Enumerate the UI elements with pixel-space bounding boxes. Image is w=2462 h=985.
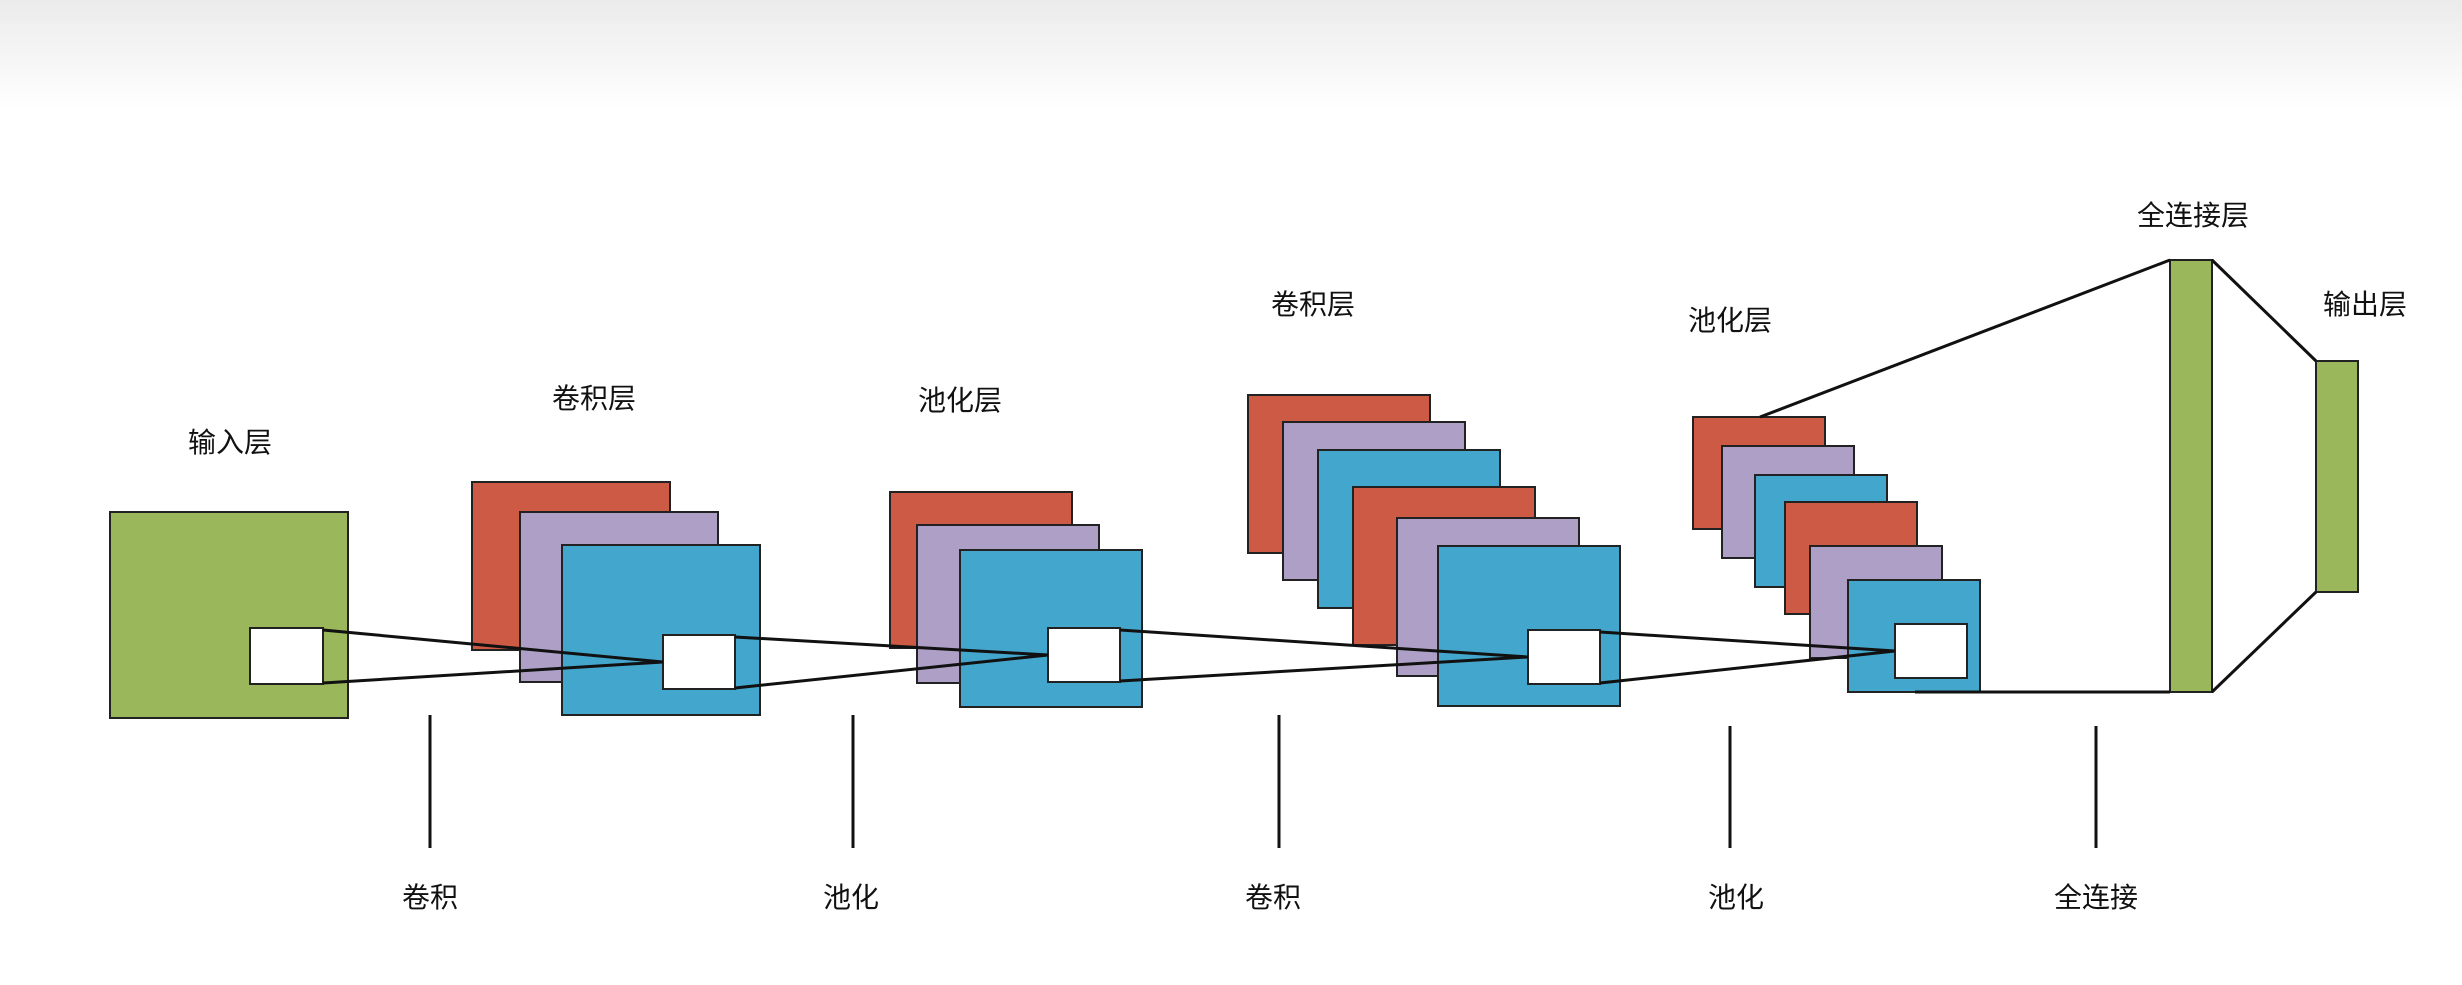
connect-input-conv1-bottom xyxy=(322,660,664,685)
label-op-fc: 全连接 xyxy=(2054,881,2138,914)
fc-layer-bar xyxy=(2169,259,2213,693)
connect-pool1-conv2-bottom xyxy=(1119,655,1529,683)
output-layer-bar xyxy=(2315,360,2359,593)
input-layer xyxy=(109,511,349,719)
connect-conv1-pool1-top xyxy=(734,635,1049,657)
top-gradient-band xyxy=(0,0,2462,110)
connect-fc-output-top xyxy=(2210,258,2318,363)
receptive-field-connections xyxy=(322,258,2318,694)
connect-pool2-fc-top xyxy=(1759,258,2171,419)
connect-conv1-pool1-bottom xyxy=(734,653,1049,690)
operation-ticks xyxy=(428,715,2098,848)
label-pool2-layer: 池化层 xyxy=(1688,304,1772,337)
pool1-feature-maps xyxy=(889,491,1143,708)
pool1-window xyxy=(1047,627,1121,683)
label-input-layer: 输入层 xyxy=(188,426,272,459)
label-op-conv2: 卷积 xyxy=(1245,881,1301,914)
conv1-window xyxy=(662,634,736,690)
label-op-pool2: 池化 xyxy=(1708,881,1764,914)
input-receptive-window xyxy=(249,627,324,685)
conv2-feature-maps xyxy=(1247,394,1621,707)
conv2-window xyxy=(1527,629,1601,685)
pool2-feature-maps xyxy=(1692,416,1981,693)
connect-fc-output-bottom xyxy=(2210,590,2318,694)
label-op-conv1: 卷积 xyxy=(402,881,458,914)
connect-conv2-pool2-bottom xyxy=(1599,649,1896,685)
connect-pool1-conv2-top xyxy=(1119,628,1529,659)
pool2-window xyxy=(1894,623,1968,679)
label-fc-layer: 全连接层 xyxy=(2137,199,2249,232)
label-conv1-layer: 卷积层 xyxy=(552,382,636,415)
connect-input-conv1-top xyxy=(322,628,664,664)
connect-conv2-pool2-top xyxy=(1599,630,1896,653)
label-output-layer: 输出层 xyxy=(2323,288,2407,321)
conv1-feature-maps xyxy=(471,481,761,716)
label-pool1-layer: 池化层 xyxy=(918,384,1002,417)
input-map xyxy=(109,511,349,719)
label-conv2-layer: 卷积层 xyxy=(1271,288,1355,321)
label-op-pool1: 池化 xyxy=(823,881,879,914)
